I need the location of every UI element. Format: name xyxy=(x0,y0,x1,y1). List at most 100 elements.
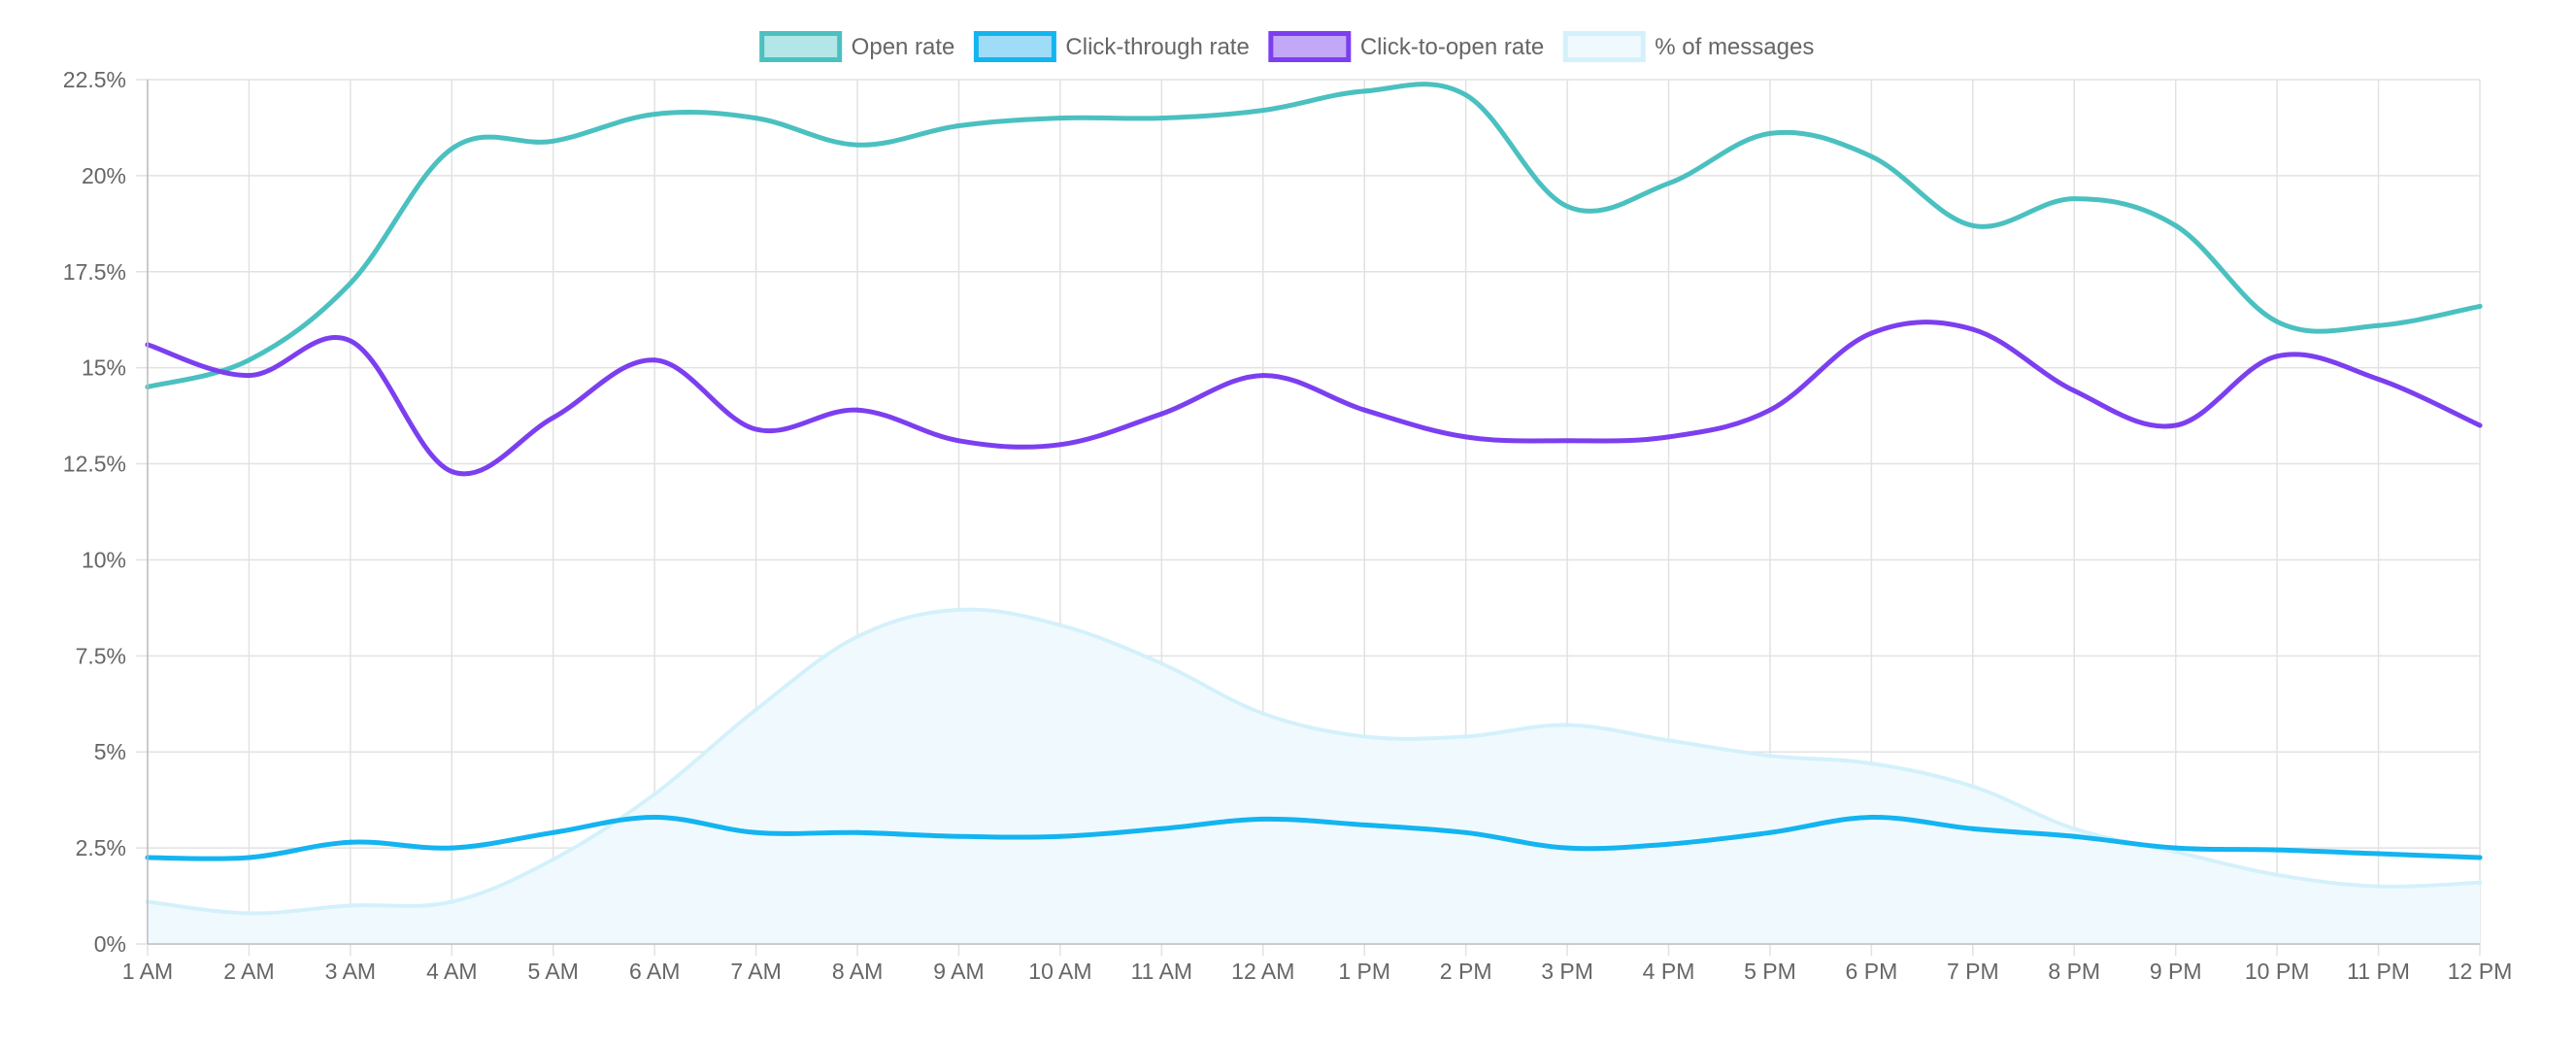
data-point-click-to-open-rate[interactable] xyxy=(246,373,251,379)
data-point-click-to-open-rate[interactable] xyxy=(753,426,759,432)
data-point-pct-of-messages[interactable] xyxy=(955,607,961,613)
data-point-click-to-open-rate[interactable] xyxy=(1970,326,1976,332)
data-point-pct-of-messages[interactable] xyxy=(1361,733,1367,739)
data-point-pct-of-messages[interactable] xyxy=(2376,884,2382,890)
data-point-click-through-rate[interactable] xyxy=(2376,851,2382,857)
data-point-click-through-rate[interactable] xyxy=(2173,845,2179,851)
data-point-open-rate[interactable] xyxy=(1868,153,1874,159)
data-point-click-to-open-rate[interactable] xyxy=(2376,377,2382,383)
data-point-pct-of-messages[interactable] xyxy=(1564,723,1570,728)
data-point-click-to-open-rate[interactable] xyxy=(955,438,961,444)
data-point-click-through-rate[interactable] xyxy=(1361,822,1367,827)
data-point-pct-of-messages[interactable] xyxy=(2071,826,2077,831)
data-point-open-rate[interactable] xyxy=(1564,204,1570,210)
data-point-open-rate[interactable] xyxy=(854,142,860,148)
data-point-click-through-rate[interactable] xyxy=(449,845,454,851)
data-point-open-rate[interactable] xyxy=(1361,88,1367,94)
data-point-click-through-rate[interactable] xyxy=(1158,826,1164,831)
data-point-open-rate[interactable] xyxy=(1260,108,1266,114)
data-point-click-through-rate[interactable] xyxy=(1666,841,1672,847)
legend-item-click-through-rate[interactable]: Click-through rate xyxy=(973,31,1250,62)
data-point-open-rate[interactable] xyxy=(652,112,657,118)
data-point-click-to-open-rate[interactable] xyxy=(348,338,353,344)
data-point-open-rate[interactable] xyxy=(1057,116,1063,121)
data-point-open-rate[interactable] xyxy=(1970,222,1976,228)
data-point-open-rate[interactable] xyxy=(449,146,454,152)
data-point-open-rate[interactable] xyxy=(2376,322,2382,328)
data-point-click-to-open-rate[interactable] xyxy=(2173,422,2179,428)
data-point-open-rate[interactable] xyxy=(1767,130,1773,136)
data-point-click-to-open-rate[interactable] xyxy=(551,415,556,421)
data-point-click-to-open-rate[interactable] xyxy=(652,357,657,363)
data-point-click-to-open-rate[interactable] xyxy=(2274,354,2280,359)
data-point-click-through-rate[interactable] xyxy=(1868,814,1874,820)
data-point-pct-of-messages[interactable] xyxy=(1767,753,1773,758)
data-point-click-through-rate[interactable] xyxy=(2274,847,2280,853)
data-point-pct-of-messages[interactable] xyxy=(1666,737,1672,743)
data-point-click-through-rate[interactable] xyxy=(854,829,860,835)
data-point-open-rate[interactable] xyxy=(348,281,353,287)
data-point-click-through-rate[interactable] xyxy=(1564,845,1570,851)
data-point-click-to-open-rate[interactable] xyxy=(1057,442,1063,448)
data-point-pct-of-messages[interactable] xyxy=(551,857,556,862)
data-point-click-to-open-rate[interactable] xyxy=(1666,434,1672,440)
data-point-open-rate[interactable] xyxy=(1463,92,1469,98)
data-point-click-through-rate[interactable] xyxy=(551,829,556,835)
data-point-click-to-open-rate[interactable] xyxy=(1463,434,1469,440)
data-point-click-through-rate[interactable] xyxy=(246,855,251,860)
data-point-click-through-rate[interactable] xyxy=(1767,829,1773,835)
data-point-click-to-open-rate[interactable] xyxy=(1260,373,1266,379)
legend-item-click-to-open-rate[interactable]: Click-to-open rate xyxy=(1268,31,1544,62)
data-point-pct-of-messages[interactable] xyxy=(348,902,353,908)
data-point-pct-of-messages[interactable] xyxy=(1260,711,1266,717)
data-point-pct-of-messages[interactable] xyxy=(854,634,860,640)
data-point-pct-of-messages[interactable] xyxy=(1463,733,1469,739)
series-line-click-to-open-rate[interactable] xyxy=(145,320,2483,477)
data-point-open-rate[interactable] xyxy=(246,357,251,363)
data-point-pct-of-messages[interactable] xyxy=(2173,849,2179,855)
data-point-open-rate[interactable] xyxy=(955,122,961,128)
data-point-open-rate[interactable] xyxy=(1158,116,1164,121)
data-point-click-through-rate[interactable] xyxy=(348,839,353,845)
data-point-pct-of-messages[interactable] xyxy=(246,910,251,916)
data-point-open-rate[interactable] xyxy=(2173,222,2179,228)
data-point-open-rate[interactable] xyxy=(2274,319,2280,324)
series-line-open-rate[interactable] xyxy=(145,82,2483,389)
series-line-click-through-rate[interactable] xyxy=(145,814,2483,861)
data-point-click-to-open-rate[interactable] xyxy=(2071,388,2077,393)
data-point-click-to-open-rate[interactable] xyxy=(449,468,454,474)
data-point-pct-of-messages[interactable] xyxy=(1158,660,1164,666)
data-point-pct-of-messages[interactable] xyxy=(1970,784,1976,790)
data-point-click-to-open-rate[interactable] xyxy=(1361,407,1367,413)
data-point-click-to-open-rate[interactable] xyxy=(854,407,860,413)
data-point-click-through-rate[interactable] xyxy=(753,829,759,835)
data-point-click-to-open-rate[interactable] xyxy=(1158,411,1164,417)
data-point-click-to-open-rate[interactable] xyxy=(1868,330,1874,336)
series-line-pct-of-messages[interactable] xyxy=(146,607,2482,916)
data-point-click-through-rate[interactable] xyxy=(1260,816,1266,822)
data-point-pct-of-messages[interactable] xyxy=(1868,760,1874,766)
data-point-click-to-open-rate[interactable] xyxy=(2477,422,2483,428)
data-point-click-through-rate[interactable] xyxy=(1057,833,1063,839)
data-point-pct-of-messages[interactable] xyxy=(753,707,759,713)
legend-item-pct-of-messages[interactable]: % of messages xyxy=(1562,31,1814,62)
data-point-click-through-rate[interactable] xyxy=(955,833,961,839)
data-point-pct-of-messages[interactable] xyxy=(2274,872,2280,878)
data-point-click-through-rate[interactable] xyxy=(1970,826,1976,831)
data-point-pct-of-messages[interactable] xyxy=(1057,623,1063,628)
data-point-open-rate[interactable] xyxy=(2477,303,2483,309)
data-point-click-through-rate[interactable] xyxy=(1463,829,1469,835)
data-point-pct-of-messages[interactable] xyxy=(2477,880,2483,886)
data-point-click-through-rate[interactable] xyxy=(2477,855,2483,860)
data-point-open-rate[interactable] xyxy=(753,116,759,121)
data-point-open-rate[interactable] xyxy=(1666,181,1672,186)
legend-item-open-rate[interactable]: Open rate xyxy=(759,31,955,62)
data-point-click-through-rate[interactable] xyxy=(652,814,657,820)
data-point-click-through-rate[interactable] xyxy=(2071,833,2077,839)
data-point-click-to-open-rate[interactable] xyxy=(1767,407,1773,413)
data-point-open-rate[interactable] xyxy=(551,138,556,144)
data-point-open-rate[interactable] xyxy=(2071,196,2077,202)
data-point-pct-of-messages[interactable] xyxy=(652,792,657,797)
data-point-pct-of-messages[interactable] xyxy=(449,898,454,904)
data-point-click-to-open-rate[interactable] xyxy=(1564,438,1570,444)
